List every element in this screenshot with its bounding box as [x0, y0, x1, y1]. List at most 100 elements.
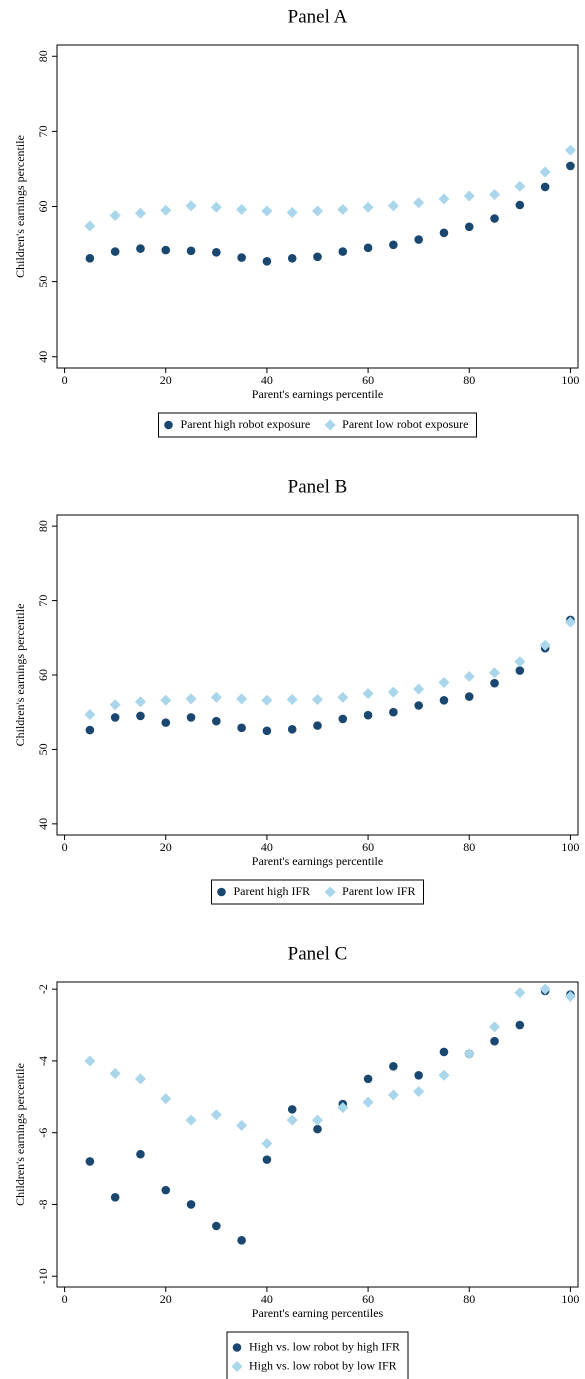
- y-tick-label: -10: [36, 1268, 50, 1284]
- legend-label: Parent low robot exposure: [342, 417, 468, 431]
- point: [564, 616, 576, 628]
- point: [160, 694, 172, 706]
- y-axis-label: Children's earnings percentile: [13, 1063, 27, 1206]
- point: [210, 201, 222, 213]
- y-tick-label: 80: [36, 50, 50, 62]
- point: [212, 1221, 221, 1231]
- point: [515, 1020, 525, 1030]
- y-tick-label: 40: [36, 351, 50, 363]
- point: [464, 692, 474, 701]
- x-tick-label: 40: [261, 840, 273, 854]
- point: [136, 1149, 145, 1159]
- point: [84, 1055, 96, 1067]
- point: [439, 1047, 449, 1057]
- legend-label: Parent low IFR: [342, 884, 415, 898]
- point: [338, 247, 348, 256]
- point: [490, 214, 499, 223]
- point: [236, 204, 248, 216]
- x-tick-label: 60: [362, 373, 374, 387]
- x-tick-label: 20: [160, 840, 172, 854]
- point: [539, 983, 551, 995]
- point: [85, 725, 95, 735]
- point: [110, 1192, 120, 1202]
- point: [566, 161, 575, 171]
- y-tick-label: 80: [36, 520, 50, 532]
- point: [262, 1155, 272, 1164]
- x-tick-label: 60: [362, 1292, 374, 1306]
- point: [389, 240, 398, 250]
- point: [185, 1114, 197, 1126]
- x-tick-label: 60: [362, 840, 374, 854]
- x-tick-label: 20: [160, 1292, 172, 1306]
- legend: Parent high IFR Parent low IFR: [210, 879, 425, 905]
- legend-label: High vs. low robot by low IFR: [249, 1358, 397, 1372]
- point: [363, 1074, 373, 1084]
- y-axis-label: Children's earnings percentile: [13, 135, 27, 278]
- point: [261, 694, 273, 706]
- x-tick-label: 80: [463, 840, 475, 854]
- point: [489, 667, 501, 679]
- point: [287, 1105, 297, 1114]
- point: [313, 252, 322, 262]
- point: [109, 699, 121, 711]
- point: [414, 1070, 423, 1080]
- legend-box: [210, 879, 425, 905]
- point: [338, 714, 348, 724]
- point: [362, 688, 374, 700]
- point: [312, 1114, 323, 1126]
- point: [160, 1093, 172, 1105]
- point: [438, 676, 450, 688]
- panel-title: Panel A: [288, 6, 348, 27]
- x-tick-label: 100: [561, 840, 579, 854]
- point: [186, 1200, 196, 1209]
- point: [515, 200, 525, 210]
- point: [337, 691, 349, 703]
- x-tick-label: 100: [561, 1292, 579, 1306]
- point: [237, 253, 246, 262]
- point: [539, 166, 551, 178]
- point: [287, 254, 297, 263]
- y-tick-label: 60: [36, 669, 50, 681]
- point: [286, 207, 298, 219]
- point: [237, 723, 246, 733]
- point: [312, 205, 323, 217]
- panel-title: Panel B: [288, 476, 348, 497]
- legend-marker: [324, 419, 336, 431]
- y-tick-label: 50: [36, 743, 50, 755]
- x-tick-label: 100: [561, 373, 579, 387]
- y-tick-label: -2: [36, 984, 50, 994]
- point: [337, 204, 349, 216]
- y-tick-label: 50: [36, 276, 50, 288]
- point: [564, 144, 576, 156]
- point: [186, 713, 196, 722]
- point: [237, 1236, 246, 1245]
- point: [439, 228, 449, 238]
- point: [463, 1048, 475, 1060]
- plot-frame: [56, 981, 579, 1288]
- point: [387, 686, 399, 698]
- point: [261, 205, 273, 217]
- point: [413, 1085, 425, 1097]
- point: [84, 708, 96, 720]
- x-tick-label: 0: [62, 1292, 68, 1306]
- point: [84, 220, 96, 232]
- point: [387, 200, 399, 212]
- point: [514, 180, 526, 192]
- point: [490, 678, 499, 688]
- point: [515, 666, 525, 675]
- point: [438, 193, 450, 205]
- x-tick-label: 0: [62, 373, 68, 387]
- x-tick-label: 0: [62, 840, 68, 854]
- point: [185, 693, 197, 705]
- legend: Parent high robot exposure Parent low rob…: [158, 412, 477, 438]
- point: [109, 1068, 121, 1079]
- point: [185, 200, 197, 212]
- y-tick-label: 60: [36, 201, 50, 213]
- legend-marker: [164, 420, 173, 430]
- legend: High vs. low robot by high IFR High vs. l…: [226, 1331, 409, 1379]
- point: [438, 1069, 450, 1081]
- point: [337, 1102, 349, 1114]
- point: [161, 718, 171, 727]
- point: [286, 1114, 298, 1126]
